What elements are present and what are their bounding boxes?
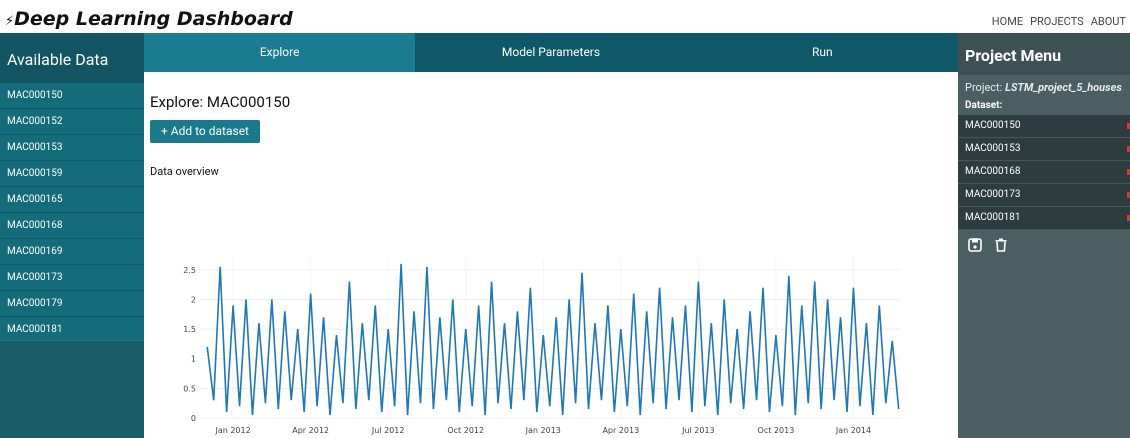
save-icon[interactable] bbox=[968, 238, 982, 252]
project-line: Project: LSTM_project_5_houses bbox=[958, 75, 1130, 94]
y-tick-label: 0.5 bbox=[183, 384, 196, 393]
x-tick-label: Apr 2012 bbox=[292, 426, 329, 435]
dataset-item[interactable]: MAC000181 bbox=[958, 207, 1130, 230]
chart: 0 0.5 1 1.5 2 2.5 Jan 2012 Apr 2012 Jul 2012 Oct … bbox=[183, 258, 900, 435]
data-item[interactable]: MAC000159 bbox=[0, 161, 144, 187]
data-item[interactable]: MAC000168 bbox=[0, 213, 144, 239]
app-title: ⚡Deep Learning Dashboard bbox=[5, 8, 293, 30]
data-item[interactable]: MAC000150 bbox=[0, 83, 144, 109]
y-tick-label: 1.5 bbox=[183, 325, 196, 334]
tab[interactable]: Explore bbox=[144, 33, 416, 72]
data-item[interactable]: MAC000169 bbox=[0, 239, 144, 265]
project-name: LSTM_project_5_houses bbox=[1005, 81, 1122, 94]
tab[interactable]: Run bbox=[812, 45, 833, 59]
nav-link[interactable]: PROJECTS bbox=[1030, 15, 1084, 28]
menu-title: Project Menu bbox=[958, 33, 1130, 75]
project-menu: Project Menu Project: LSTM_project_5_hou… bbox=[958, 33, 1130, 438]
x-tick-label: Oct 2013 bbox=[758, 426, 795, 435]
dataset-item[interactable]: MAC000150 bbox=[958, 115, 1130, 138]
y-tick-label: 0 bbox=[191, 414, 196, 423]
sidebar-list: MAC000150 MAC000152 MAC000153 MAC000159 MAC0… bbox=[0, 83, 144, 343]
dataset-label: Dataset: bbox=[965, 100, 1003, 111]
nav-link[interactable]: ABOUT bbox=[1090, 15, 1126, 28]
bolt-icon: ⚡ bbox=[5, 14, 15, 29]
data-item[interactable]: MAC000181 bbox=[0, 317, 144, 343]
delete-icon[interactable] bbox=[994, 238, 1008, 252]
x-tick-label: Oct 2012 bbox=[447, 426, 484, 435]
data-item[interactable]: MAC000153 bbox=[0, 135, 144, 161]
y-tick-label: 1 bbox=[191, 355, 196, 364]
icons bbox=[958, 230, 1130, 260]
tab[interactable]: Model Parameters bbox=[501, 45, 601, 59]
project-label: Project: bbox=[965, 81, 1003, 94]
app-title-text: Deep Learning Dashboard bbox=[14, 8, 293, 30]
x-tick-label: Jan 2014 bbox=[835, 426, 871, 435]
x-tick-label: Jul 2013 bbox=[681, 426, 715, 435]
series-line bbox=[206, 263, 900, 416]
dataset-item[interactable]: MAC000173 bbox=[958, 184, 1130, 207]
tabs: Explore Model Parameters Run bbox=[144, 33, 958, 72]
add-button[interactable]: + Add to dataset bbox=[150, 120, 260, 143]
data-item[interactable]: MAC000179 bbox=[0, 291, 144, 317]
section-title: Data overview bbox=[150, 165, 219, 178]
nav-link[interactable]: HOME bbox=[991, 15, 1024, 28]
data-item[interactable]: MAC000152 bbox=[0, 109, 144, 135]
nav: HOME PROJECTS ABOUT bbox=[992, 15, 1126, 28]
sidebar: Available Data MAC000150 MAC000152 MAC0001… bbox=[0, 33, 144, 438]
heading: Explore: MAC000150 bbox=[150, 93, 291, 111]
sidebar-title: Available Data bbox=[0, 33, 144, 83]
y-tick-label: 2.5 bbox=[183, 266, 196, 275]
data-item[interactable]: MAC000165 bbox=[0, 187, 144, 213]
dataset-item[interactable]: MAC000153 bbox=[958, 138, 1130, 161]
y-tick-label: 2 bbox=[191, 295, 196, 304]
x-tick-label: Jan 2013 bbox=[525, 426, 561, 435]
x-tick-label: Apr 2013 bbox=[602, 426, 639, 435]
x-tick-label: Jan 2012 bbox=[214, 426, 250, 435]
x-tick-label: Jul 2012 bbox=[371, 426, 405, 435]
data-item[interactable]: MAC000173 bbox=[0, 265, 144, 291]
dataset-list: MAC000150 MAC000153 MAC000168 MAC000173 MAC0… bbox=[958, 115, 1130, 230]
dataset-item[interactable]: MAC000168 bbox=[958, 161, 1130, 184]
